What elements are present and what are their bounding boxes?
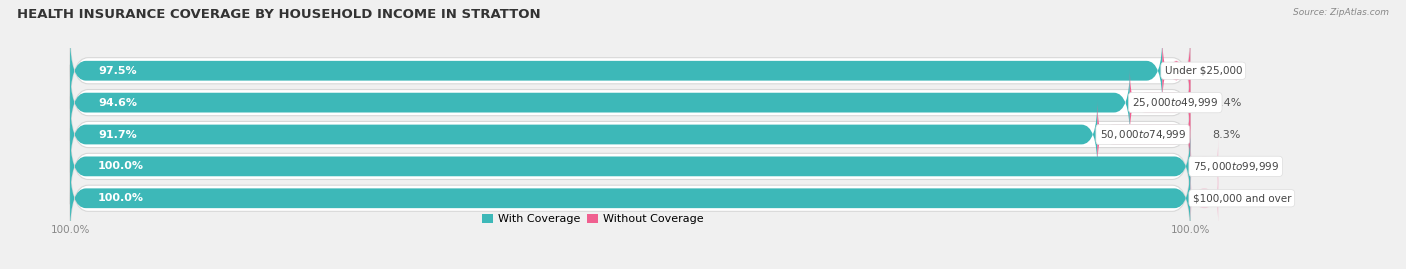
Legend: With Coverage, Without Coverage: With Coverage, Without Coverage xyxy=(478,210,707,229)
FancyBboxPatch shape xyxy=(70,65,1191,141)
FancyBboxPatch shape xyxy=(1130,68,1191,137)
Text: $75,000 to $99,999: $75,000 to $99,999 xyxy=(1192,160,1279,173)
Text: 0.0%: 0.0% xyxy=(1213,193,1241,203)
Text: 2.5%: 2.5% xyxy=(1213,66,1241,76)
Text: 91.7%: 91.7% xyxy=(98,129,136,140)
Text: Under $25,000: Under $25,000 xyxy=(1164,66,1241,76)
Text: HEALTH INSURANCE COVERAGE BY HOUSEHOLD INCOME IN STRATTON: HEALTH INSURANCE COVERAGE BY HOUSEHOLD I… xyxy=(17,8,540,21)
Text: 0.0%: 0.0% xyxy=(1213,161,1241,171)
Text: $50,000 to $74,999: $50,000 to $74,999 xyxy=(1099,128,1185,141)
FancyBboxPatch shape xyxy=(70,68,1130,137)
Text: $100,000 and over: $100,000 and over xyxy=(1192,193,1291,203)
FancyBboxPatch shape xyxy=(70,132,1191,201)
FancyBboxPatch shape xyxy=(1097,100,1191,169)
FancyBboxPatch shape xyxy=(70,128,1191,204)
Text: $25,000 to $49,999: $25,000 to $49,999 xyxy=(1132,96,1219,109)
Text: 94.6%: 94.6% xyxy=(98,98,136,108)
FancyBboxPatch shape xyxy=(70,97,1191,172)
Text: 8.3%: 8.3% xyxy=(1213,129,1241,140)
Text: 100.0%: 100.0% xyxy=(98,161,143,171)
FancyBboxPatch shape xyxy=(70,33,1191,109)
FancyBboxPatch shape xyxy=(70,100,1097,169)
FancyBboxPatch shape xyxy=(70,164,1191,233)
Text: Source: ZipAtlas.com: Source: ZipAtlas.com xyxy=(1294,8,1389,17)
FancyBboxPatch shape xyxy=(1191,138,1219,195)
FancyBboxPatch shape xyxy=(70,160,1191,236)
FancyBboxPatch shape xyxy=(1163,36,1191,105)
Text: 100.0%: 100.0% xyxy=(98,193,143,203)
Text: 5.4%: 5.4% xyxy=(1213,98,1241,108)
FancyBboxPatch shape xyxy=(70,36,1163,105)
Text: 97.5%: 97.5% xyxy=(98,66,136,76)
FancyBboxPatch shape xyxy=(1191,170,1219,227)
